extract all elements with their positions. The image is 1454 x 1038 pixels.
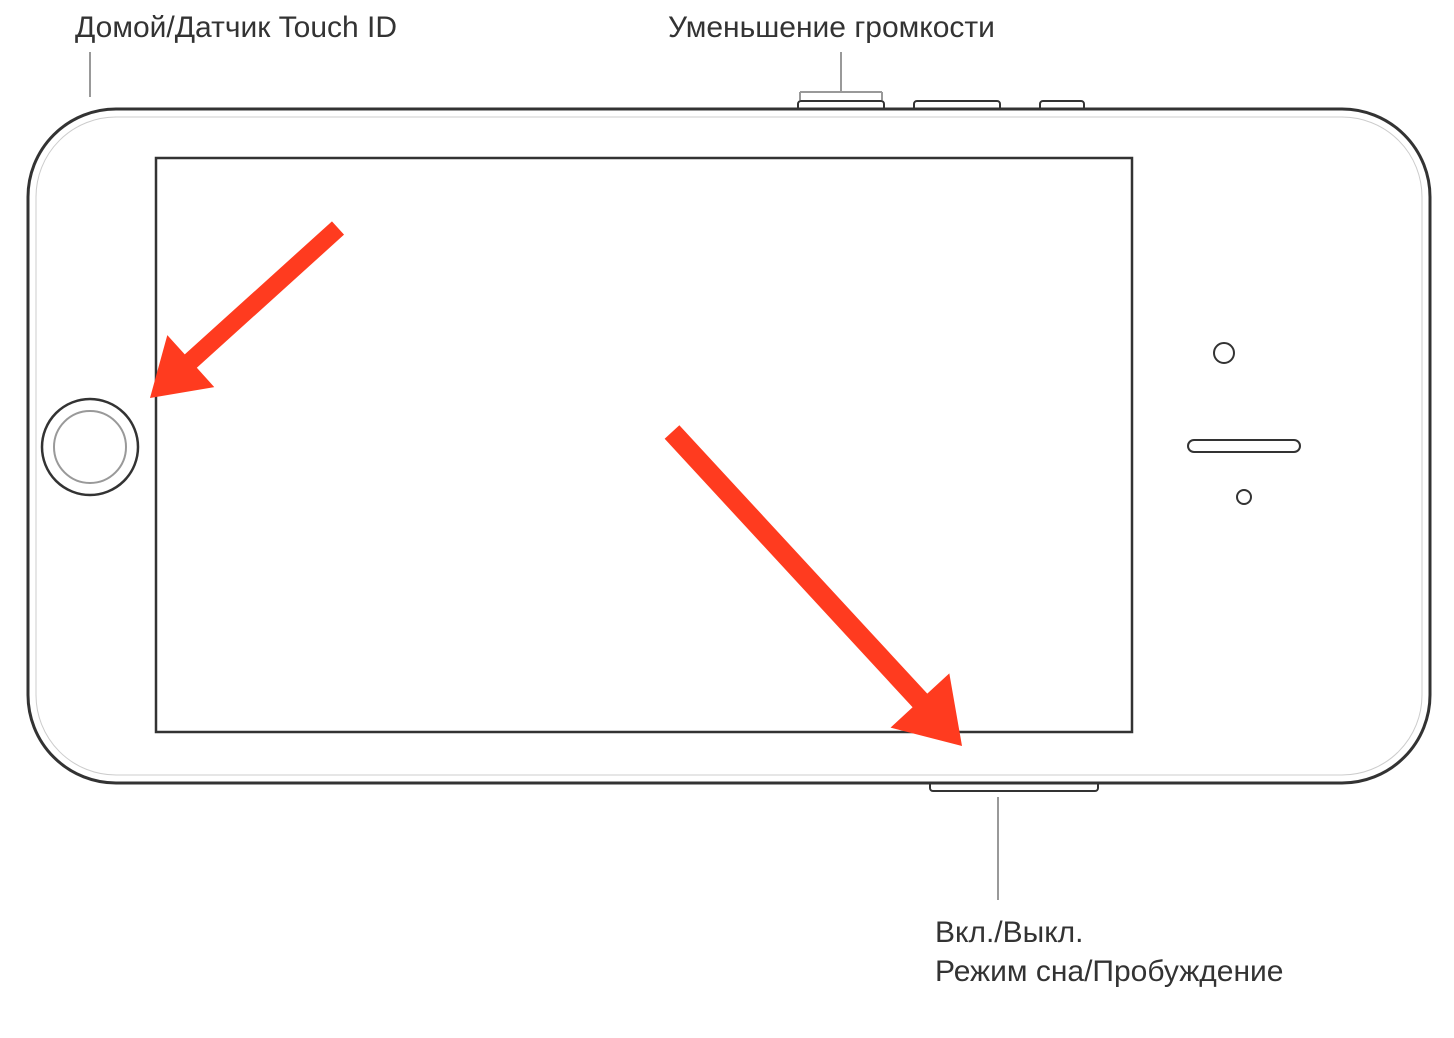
camera-icon [1214,343,1234,363]
home-button-icon [42,399,138,495]
callout-bracket-volume [800,52,882,100]
phone-screen [156,158,1132,732]
light-sensor-icon [1237,490,1251,504]
speaker-icon [1188,440,1300,452]
phone-diagram [0,0,1454,1038]
